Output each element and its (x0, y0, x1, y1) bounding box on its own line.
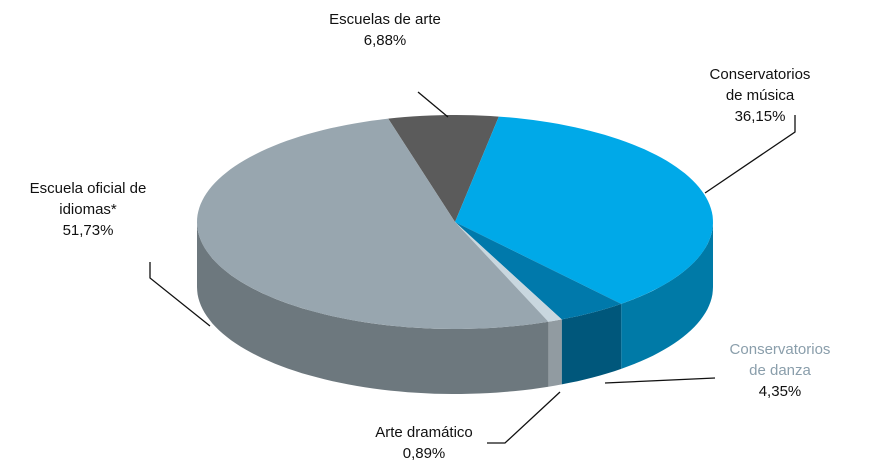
slice (455, 116, 713, 304)
slice-label: Escuela oficial de idiomas* 51,73% (3, 178, 173, 241)
value-label: 6,88% (363, 32, 407, 49)
value-label: 0,89% (402, 445, 446, 462)
slice-label: Conservatorios de danza 4,35% (730, 339, 831, 402)
value-label: 51,73% (62, 222, 114, 239)
leader-line (704, 115, 796, 194)
leader-line (417, 91, 449, 118)
leader-line (149, 262, 211, 327)
slice-side (548, 319, 562, 387)
category-label: Escuelas de arte (329, 11, 441, 28)
leader-line (487, 391, 561, 444)
category-label: Arte dramático (375, 424, 473, 441)
value-label: 4,35% (758, 383, 802, 400)
slice-label: Conservatorios de música 36,15% (700, 64, 821, 127)
slice-side (561, 303, 622, 385)
slice-label: Arte dramático 0,89% (375, 422, 473, 463)
slice (455, 222, 562, 322)
leader-line (604, 377, 716, 384)
slice (455, 222, 622, 320)
category-label: Conservatorios de música (709, 66, 811, 104)
category-label: Conservatorios de danza (729, 341, 831, 379)
slice (388, 115, 499, 222)
value-label: 36,15% (734, 108, 786, 125)
slice-side (197, 222, 549, 394)
slice-side (621, 222, 713, 369)
slice (197, 118, 549, 329)
slice-label: Escuelas de arte 6,88% (329, 9, 441, 51)
category-label: Escuela oficial de idiomas* (29, 180, 147, 218)
